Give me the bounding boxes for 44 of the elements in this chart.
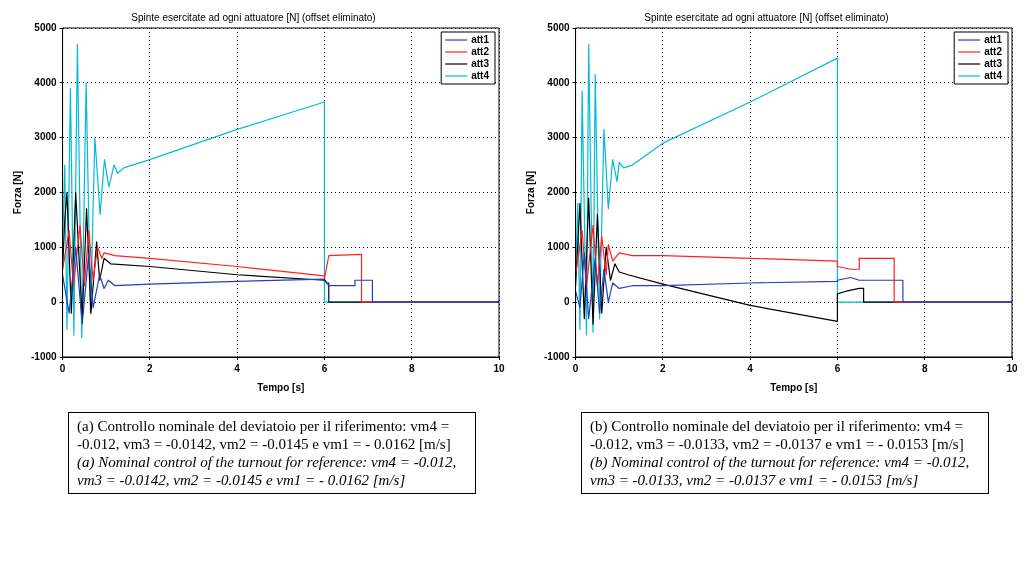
x-axis-title: Tempo [s] xyxy=(257,381,305,393)
x-tick-label: 10 xyxy=(493,362,505,374)
y-tick-label: 2000 xyxy=(34,186,58,198)
y-tick-label: 1000 xyxy=(34,241,58,253)
text: (b) Nominal control of the turnout for reference: vm4 = -0.012, vm3 = -0.0133, vm2 = -0.0137 e vm1 = - 0.0153 [m/s] xyxy=(590,453,971,489)
y-tick-label: 5000 xyxy=(547,21,571,33)
x-tick-label: 4 xyxy=(747,362,754,374)
x-tick-label: 6 xyxy=(321,362,328,374)
legend-label: att3 xyxy=(984,57,1003,69)
y-axis-title: Forza [N] xyxy=(11,170,23,215)
x-tick-label: 4 xyxy=(234,362,241,374)
y-tick-label: 1000 xyxy=(547,241,571,253)
legend-label: att1 xyxy=(984,33,1003,45)
y-tick-label: -1000 xyxy=(544,350,571,362)
chart-title: Spinte esercitate ad ogni attuatore [N] (offset eliminato) xyxy=(644,11,889,23)
x-tick-label: 6 xyxy=(834,362,841,374)
x-tick-label: 8 xyxy=(921,362,928,374)
x-tick-label: 2 xyxy=(660,362,667,374)
y-tick-label: 0 xyxy=(564,295,571,307)
text: (a) Nominal control of the turnout for reference: vm4 = -0.012, vm3 = -0.0142, vm2 = -0.0145 e vm1 = - 0.0162 [m/s] xyxy=(77,453,458,489)
legend-label: att3 xyxy=(471,57,490,69)
legend-label: att4 xyxy=(471,69,490,81)
x-tick-label: 8 xyxy=(408,362,415,374)
x-tick-label: 10 xyxy=(1006,362,1018,374)
text: (b) Controllo nominale del deviatoio per il riferimento: vm4 = -0.012, vm3 = -0.0133, vm2 = -0.0137 e vm1 = - 0.0153 [m/s] xyxy=(590,417,965,453)
text: (a) Controllo nominale del deviatoio per il riferimento: vm4 = -0.012, vm3 = -0.0142, vm2 = -0.0145 e vm1 = - 0.0162 [m/s] xyxy=(77,417,452,453)
legend-label: att2 xyxy=(471,45,490,57)
x-tick-label: 2 xyxy=(147,362,154,374)
y-tick-label: -1000 xyxy=(31,350,58,362)
y-tick-label: 3000 xyxy=(34,131,58,143)
y-tick-label: 5000 xyxy=(34,21,58,33)
y-tick-label: 4000 xyxy=(547,76,571,88)
y-tick-label: 3000 xyxy=(547,131,571,143)
x-tick-label: 0 xyxy=(59,362,66,374)
legend-label: att2 xyxy=(984,45,1003,57)
chart-title: Spinte esercitate ad ogni attuatore [N] (offset eliminato) xyxy=(131,11,376,23)
x-tick-label: 0 xyxy=(572,362,579,374)
y-tick-label: 4000 xyxy=(34,76,58,88)
y-tick-label: 2000 xyxy=(547,186,571,198)
x-axis-title: Tempo [s] xyxy=(770,381,818,393)
legend-label: att1 xyxy=(471,33,490,45)
legend-label: att4 xyxy=(984,69,1003,81)
y-tick-label: 0 xyxy=(51,295,58,307)
y-axis-title: Forza [N] xyxy=(524,170,536,215)
